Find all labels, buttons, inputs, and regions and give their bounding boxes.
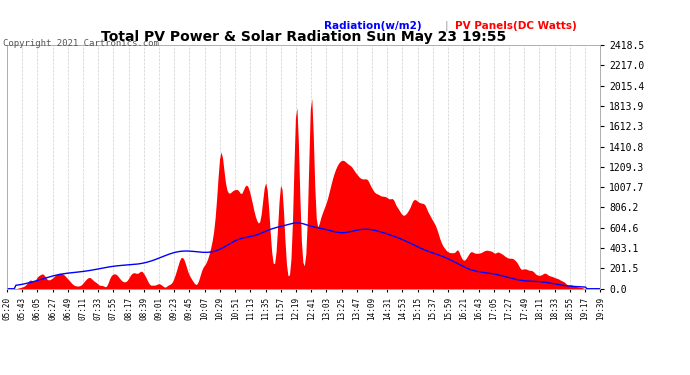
Title: Total PV Power & Solar Radiation Sun May 23 19:55: Total PV Power & Solar Radiation Sun May…: [101, 30, 506, 44]
Text: PV Panels(DC Watts): PV Panels(DC Watts): [455, 21, 577, 31]
Text: Radiation(w/m2): Radiation(w/m2): [324, 21, 422, 31]
Text: |: |: [445, 21, 448, 31]
Text: Copyright 2021 Cartronics.com: Copyright 2021 Cartronics.com: [3, 39, 159, 48]
